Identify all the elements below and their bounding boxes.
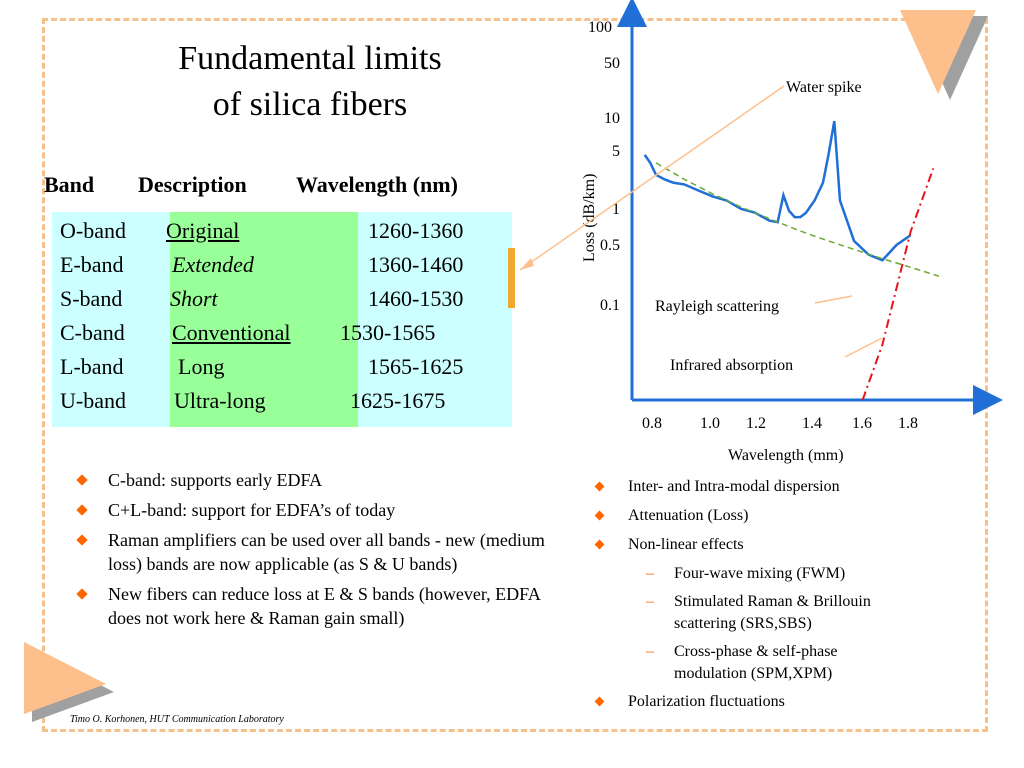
slide-title: Fundamental limits of silica fibers [100,36,520,128]
wavelength-cell: 1565-1625 [368,354,464,379]
sub-list-item: Cross-phase & self-phase modulation (SPM… [592,641,912,685]
table-row: S-band Short 1460-1530 [52,282,512,316]
water-band-marker [508,248,515,308]
band-cell: U-band [60,388,126,413]
corner-triangle-top-right [900,10,988,100]
sub-list-item: Four-wave mixing (FWM) [592,563,912,585]
band-cell: O-band [60,218,126,243]
list-item: Raman amplifiers can be used over all ba… [72,528,562,576]
wavelength-cell: 1460-1530 [368,286,464,311]
header-description: Description [138,172,247,197]
band-cell: C-band [60,320,125,345]
list-item: Polarization fluctuations [592,691,912,713]
sub-list-item: Stimulated Raman & Brillouin scattering … [592,591,912,635]
wavelength-cell: 1360-1460 [368,252,464,277]
band-cell: S-band [60,286,123,311]
slide-frame [42,18,988,732]
list-item: New fibers can reduce loss at E & S band… [72,582,562,630]
title-line-1: Fundamental limits [178,40,442,77]
wavelength-cell: 1625-1675 [350,388,446,413]
description-cell: Extended [172,252,254,277]
band-table: O-band Original 1260-1360 E-band Extende… [52,212,512,427]
wavelength-cell: 1260-1360 [368,218,464,243]
wavelength-cell: 1530-1565 [340,320,436,345]
list-item: Inter- and Intra-modal dispersion [592,476,912,498]
table-row: U-band Ultra-long 1625-1675 [52,384,512,418]
band-cell: L-band [60,354,124,379]
list-item: C+L-band: support for EDFA’s of today [72,498,562,522]
table-row: L-band Long 1565-1625 [52,350,512,384]
band-cell: E-band [60,252,124,277]
right-bullet-list: Inter- and Intra-modal dispersion Attenu… [592,476,912,720]
table-row: E-band Extended 1360-1460 [52,248,512,282]
description-cell: Short [170,286,218,311]
title-line-2: of silica fibers [212,86,408,123]
header-band: Band [44,172,95,197]
list-item: Non-linear effects [592,534,912,556]
list-item: C-band: supports early EDFA [72,468,562,492]
description-cell: Conventional [172,320,291,345]
header-wavelength: Wavelength (nm) [296,172,458,197]
list-item: Attenuation (Loss) [592,505,912,527]
description-cell: Long [178,354,225,379]
table-row: O-band Original 1260-1360 [52,214,512,248]
description-column-highlight [170,212,358,427]
description-cell: Original [166,218,240,243]
footer-credit: Timo O. Korhonen, HUT Communication Labo… [70,714,284,725]
description-cell: Ultra-long [174,388,266,413]
table-row: C-band Conventional 1530-1565 [52,316,512,350]
corner-triangle-bottom-left [24,642,114,722]
left-bullet-list: C-band: supports early EDFA C+L-band: su… [72,468,562,636]
